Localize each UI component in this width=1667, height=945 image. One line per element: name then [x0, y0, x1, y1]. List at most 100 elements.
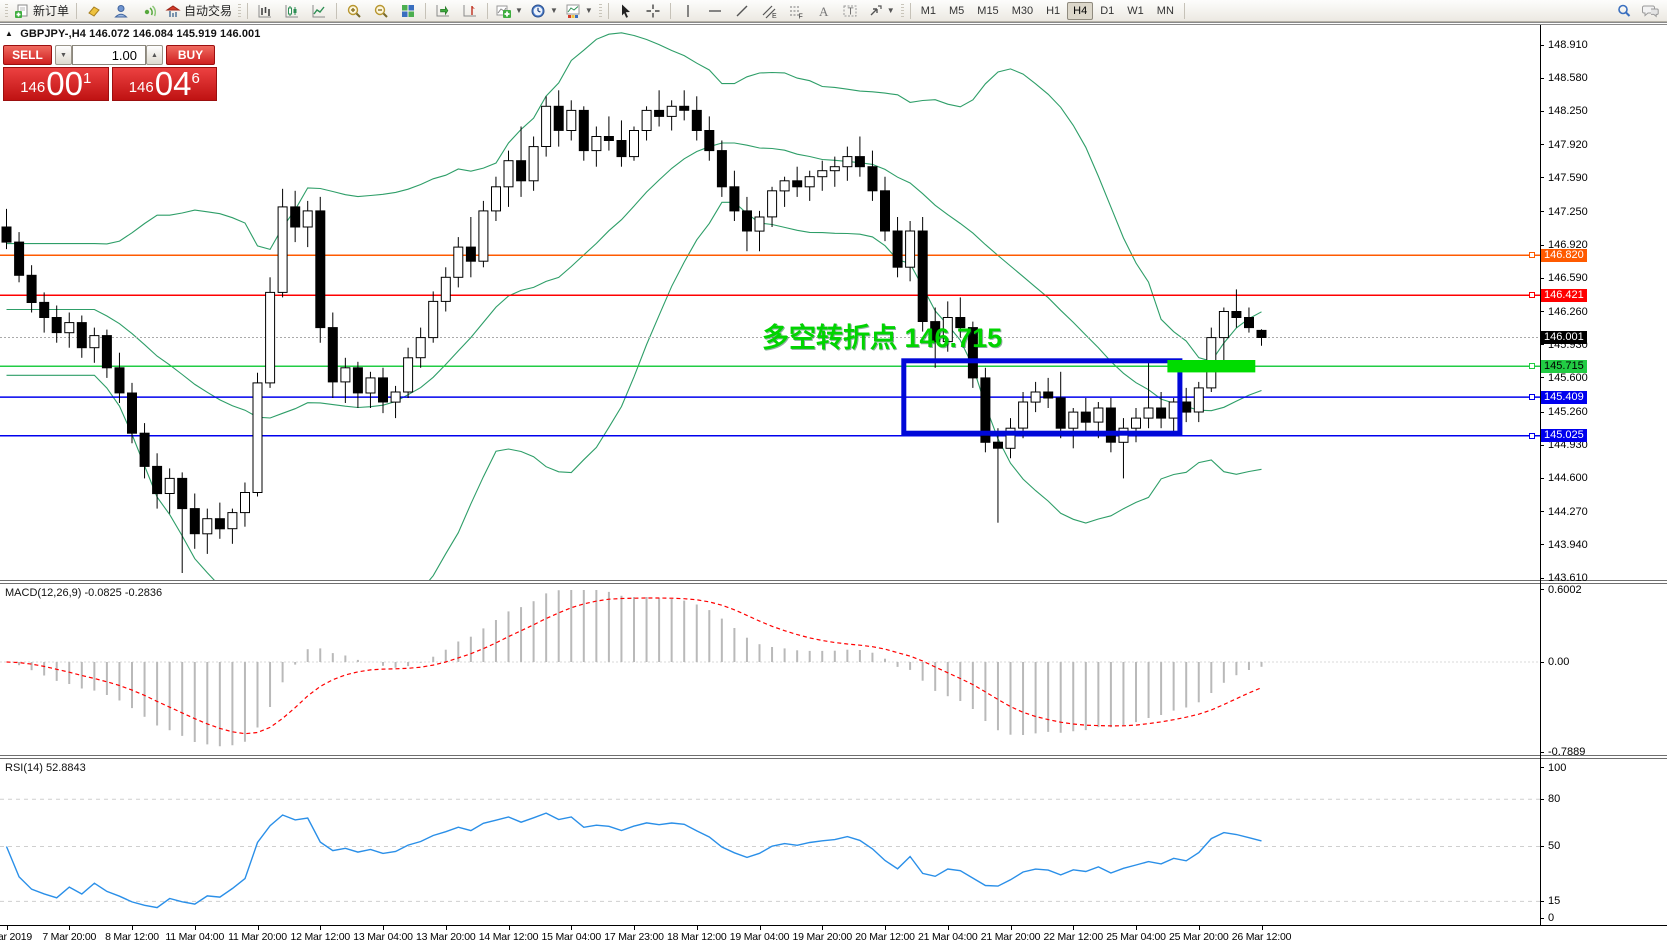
horizontal-line-button[interactable] [702, 0, 728, 22]
signals-icon [140, 3, 157, 19]
timeframe-h1[interactable]: H1 [1046, 4, 1061, 17]
axis-tick [1540, 511, 1544, 513]
bar-chart-icon [257, 3, 273, 19]
rsi-canvas[interactable] [0, 759, 1540, 925]
axis-tick [1540, 377, 1544, 379]
toolbar-grip[interactable] [238, 3, 242, 18]
dropdown-caret-icon: ▼ [886, 6, 895, 15]
pane-separator[interactable] [0, 755, 1667, 759]
toolbar-separator [909, 2, 911, 19]
bar-chart-button[interactable] [252, 0, 278, 22]
documents-button[interactable] [81, 0, 107, 22]
rsi-tick-label: 100 [1548, 761, 1567, 774]
equidistant-channel-button[interactable]: E [756, 0, 782, 22]
line-handle[interactable] [1529, 363, 1535, 370]
volume-down-button[interactable]: ▼ [55, 45, 72, 65]
timeframe-mn[interactable]: MN [1156, 4, 1174, 17]
auto-trading-button[interactable]: 自动交易 [162, 0, 235, 22]
time-label: 15 Mar 04:00 [541, 931, 602, 943]
new-order-button[interactable]: 新订单 [11, 0, 72, 22]
toolbar-grip[interactable] [598, 3, 602, 18]
axis-tick [1540, 44, 1544, 46]
time-label: 11 Mar 04:00 [165, 931, 225, 943]
crosshair-button[interactable] [640, 0, 666, 22]
time-tick [1261, 926, 1263, 930]
time-label: 26 Mar 12:00 [1231, 931, 1292, 943]
toolbar-grip[interactable] [5, 3, 8, 18]
cursor-button[interactable] [613, 0, 639, 22]
signals-button[interactable] [135, 0, 161, 22]
time-tick [696, 926, 698, 930]
text-label-button[interactable]: T [837, 0, 863, 22]
auto-scroll-button[interactable] [430, 0, 456, 22]
zoom-out-button[interactable] [368, 0, 394, 22]
macd-canvas[interactable] [0, 584, 1540, 755]
buy-button[interactable]: BUY [166, 45, 215, 65]
toolbar: 新订单 自动交易 ▼ ▼ ▼ E F A T ▼ M1 M5 M15 M30 H1 H4 D… [0, 0, 1667, 22]
templates-button[interactable]: ▼ [562, 0, 596, 22]
main-chart-canvas[interactable] [0, 24, 1540, 580]
timeframe-d1[interactable]: D1 [1100, 4, 1115, 17]
price-line-label: 145.025 [1541, 429, 1587, 443]
equidistant-channel-icon: E [761, 3, 777, 19]
community-button[interactable] [108, 0, 134, 22]
time-label: 12 Mar 12:00 [290, 931, 351, 943]
axis-tick [1540, 751, 1544, 753]
time-tick [257, 926, 259, 930]
search-button[interactable] [1611, 0, 1637, 22]
timeframe-m1[interactable]: M1 [920, 4, 936, 17]
volume-input[interactable]: 1.00 [72, 45, 146, 65]
vertical-line-button[interactable] [675, 0, 701, 22]
axis-tick [1540, 444, 1544, 446]
time-tick [822, 926, 824, 930]
chart-shift-button[interactable] [457, 0, 483, 22]
chat-button[interactable] [1638, 0, 1664, 22]
line-handle[interactable] [1529, 432, 1535, 439]
toolbar-grip[interactable] [900, 3, 904, 18]
text-label-icon: T [842, 3, 858, 19]
line-handle[interactable] [1529, 252, 1535, 259]
price-line-label: 146.001 [1541, 331, 1587, 345]
pane-separator[interactable] [0, 580, 1667, 584]
line-chart-icon [311, 3, 327, 19]
time-label: 25 Mar 04:00 [1106, 931, 1166, 943]
rsi-tick-label: 0 [1548, 912, 1555, 924]
svg-text:A: A [819, 4, 829, 19]
auto-trading-icon [165, 3, 181, 19]
time-axis[interactable]: 7 Mar 2019 7 Mar 20:00 8 Mar 12:00 11 Mar 0… [0, 926, 1667, 945]
time-label: 18 Mar 12:00 [667, 931, 727, 943]
sell-price-display[interactable]: 146 00 1 [3, 67, 109, 101]
timeframe-h4[interactable]: H4 [1067, 1, 1094, 20]
volume-up-button[interactable]: ▲ [146, 45, 163, 65]
axis-tick [1540, 411, 1544, 413]
toolbar-separator [487, 2, 489, 19]
indicators-button[interactable]: ▼ [492, 0, 526, 22]
line-handle[interactable] [1529, 292, 1535, 299]
timeframe-m30[interactable]: M30 [1011, 4, 1034, 17]
collapse-icon[interactable]: ▲ [5, 29, 14, 38]
candlestick-chart-button[interactable] [279, 0, 305, 22]
axis-tick [1540, 767, 1544, 769]
text-button[interactable]: A [810, 0, 836, 22]
buy-price-display[interactable]: 146 04 6 [111, 67, 217, 101]
chat-icon [1642, 3, 1660, 19]
pivot-annotation[interactable]: 多空转折点 146.715 [762, 323, 1003, 353]
price-axis[interactable]: 148.910 148.580 148.250 147.920 147.590 147.2… [1529, 24, 1666, 926]
tile-windows-button[interactable] [395, 0, 421, 22]
timeframe-m15[interactable]: M15 [977, 4, 999, 17]
line-chart-button[interactable] [306, 0, 332, 22]
timeframe-w1[interactable]: W1 [1127, 4, 1144, 17]
periods-button[interactable]: ▼ [527, 0, 561, 22]
arrows-icon [867, 3, 883, 19]
time-label: 19 Mar 04:00 [729, 931, 790, 943]
line-handle[interactable] [1529, 394, 1535, 401]
price-tick-label: 148.910 [1548, 39, 1588, 51]
chart-bottom-border [0, 925, 1667, 926]
timeframe-m5[interactable]: M5 [949, 4, 965, 17]
arrows-button[interactable]: ▼ [864, 0, 898, 22]
tile-windows-icon [400, 3, 416, 19]
zoom-in-button[interactable] [341, 0, 367, 22]
sell-button[interactable]: SELL [3, 45, 52, 65]
trendline-button[interactable] [729, 0, 755, 22]
fibonacci-button[interactable]: F [783, 0, 809, 22]
